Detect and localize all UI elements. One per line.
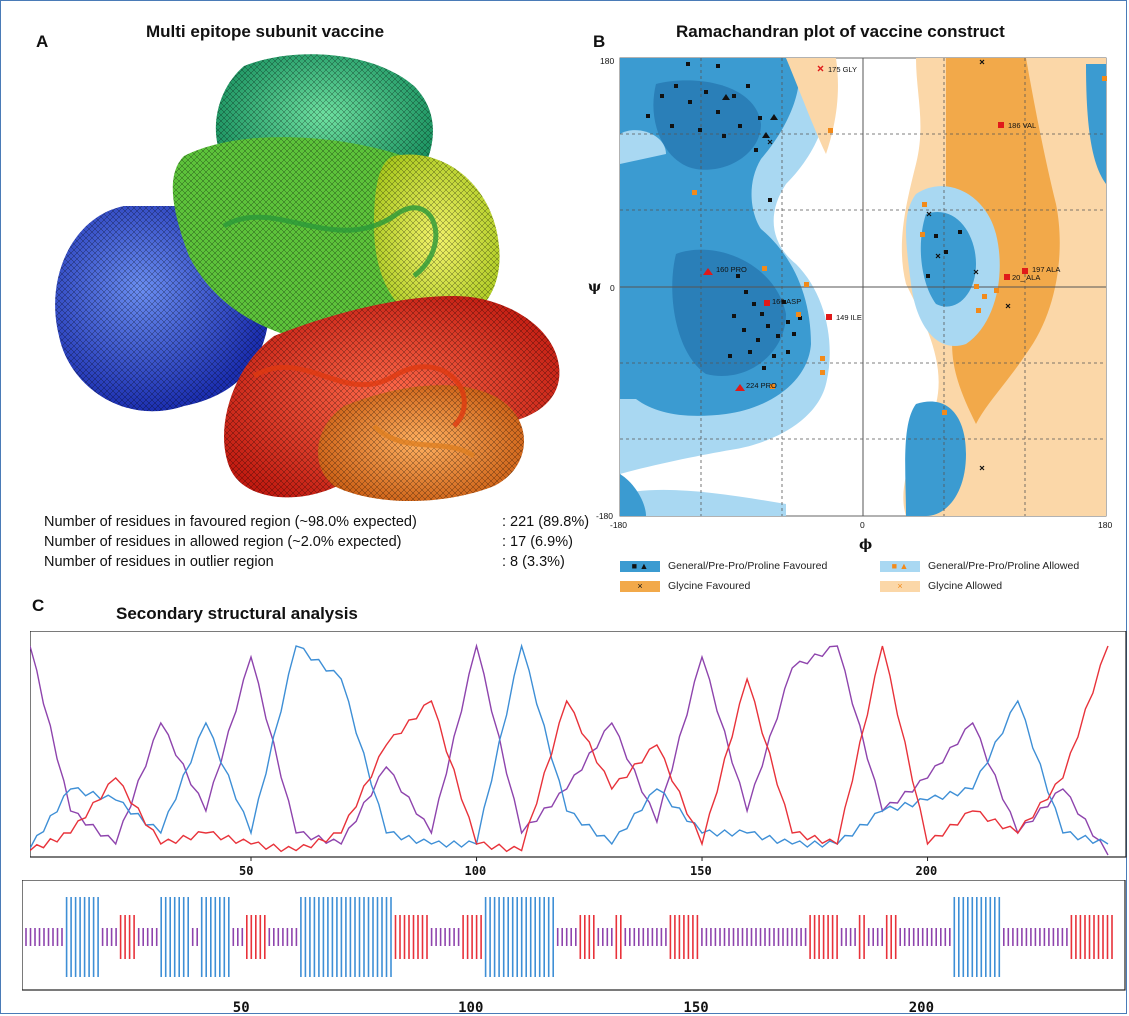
legend-item: ■ ▲ General/Pre-Pro/Proline Allowed	[880, 560, 1079, 572]
stat-label: Number of residues in favoured region (~…	[44, 514, 417, 530]
y-tick-label: 0	[610, 283, 615, 293]
track-x-tick-label: 50	[233, 1000, 250, 1016]
legend-label: Glycine Favoured	[668, 580, 751, 592]
stat-label: Number of residues in outlier region	[44, 554, 274, 570]
protein-mesh-image	[55, 54, 560, 501]
x-axis-label: ϕ	[859, 537, 872, 553]
panel-c-letter: C	[32, 596, 45, 615]
coil-probability-line	[30, 643, 1109, 856]
track-x-tick-label: 200	[909, 1000, 934, 1016]
legend-item: × Glycine Favoured	[620, 580, 750, 592]
legend-label: General/Pre-Pro/Proline Favoured	[668, 560, 828, 572]
rama-annotation: 224 PRO	[746, 381, 777, 390]
legend-label: General/Pre-Pro/Proline Allowed	[928, 560, 1080, 572]
x-tick-label: 150	[690, 864, 712, 878]
rama-annotation: 20_ ALA	[1012, 273, 1040, 282]
stat-value: : 8 (3.3%)	[502, 554, 565, 570]
y-axis-label: ψ	[588, 279, 601, 295]
x-tick-label: 180	[1098, 520, 1112, 530]
secondary-structure-probability-plot: 50 100 150 200	[30, 631, 1127, 878]
legend-label: Glycine Allowed	[928, 580, 1003, 592]
helix-probability-line	[30, 643, 1109, 849]
y-tick-label: 180	[600, 56, 614, 66]
legend-swatch: ■ ▲	[880, 560, 920, 572]
rama-annotation: 149 ILE	[836, 313, 862, 322]
track-x-tick-label: 150	[683, 1000, 708, 1016]
x-tick-label: 50	[239, 864, 253, 878]
stat-value: : 221 (89.8%)	[502, 514, 590, 530]
panel-b-title: Ramachandran plot of vaccine construct	[676, 22, 1005, 41]
rama-annotation: 186 VAL	[1008, 121, 1036, 130]
panel-a-title: Multi epitope subunit vaccine	[146, 22, 385, 41]
rama-annotation: 166 ASP	[772, 297, 801, 306]
panel-a-letter: A	[36, 32, 49, 51]
legend-item: × Glycine Allowed	[880, 580, 1002, 592]
x-tick-label: 200	[916, 864, 938, 878]
stat-value: : 17 (6.9%)	[502, 534, 573, 550]
panel-b-letter: B	[593, 32, 606, 51]
residue-stats: Number of residues in favoured region (~…	[40, 514, 600, 574]
stat-row: Number of residues in allowed region (~2…	[40, 534, 600, 554]
legend-swatch: ×	[880, 580, 920, 592]
x-tick-label: 0	[860, 520, 865, 530]
strand-probability-line	[30, 645, 1109, 853]
legend-swatch: ■ ▲	[620, 560, 660, 572]
stat-row: Number of residues in outlier region : 8…	[40, 554, 600, 574]
stat-label: Number of residues in allowed region (~2…	[44, 534, 402, 550]
x-tick-label: -180	[610, 520, 627, 530]
stat-row: Number of residues in favoured region (~…	[40, 514, 600, 534]
track-x-tick-label: 100	[458, 1000, 483, 1016]
ramachandran-plot: 175 GLY 186 VAL 160 PRO 166 ASP 149 ILE …	[588, 56, 1112, 553]
rama-annotation: 160 PRO	[716, 265, 747, 274]
y-tick-label: -180	[596, 511, 613, 521]
rama-annotation: 175 GLY	[828, 65, 857, 74]
panel-c-title: Secondary structural analysis	[116, 604, 358, 623]
secondary-structure-track: 50 100 150 200	[22, 880, 1126, 1016]
legend-swatch: ×	[620, 580, 660, 592]
legend-item: ■ ▲ General/Pre-Pro/Proline Favoured	[620, 560, 827, 572]
rama-annotation: 197 ALA	[1032, 265, 1060, 274]
x-tick-label: 100	[465, 864, 487, 878]
